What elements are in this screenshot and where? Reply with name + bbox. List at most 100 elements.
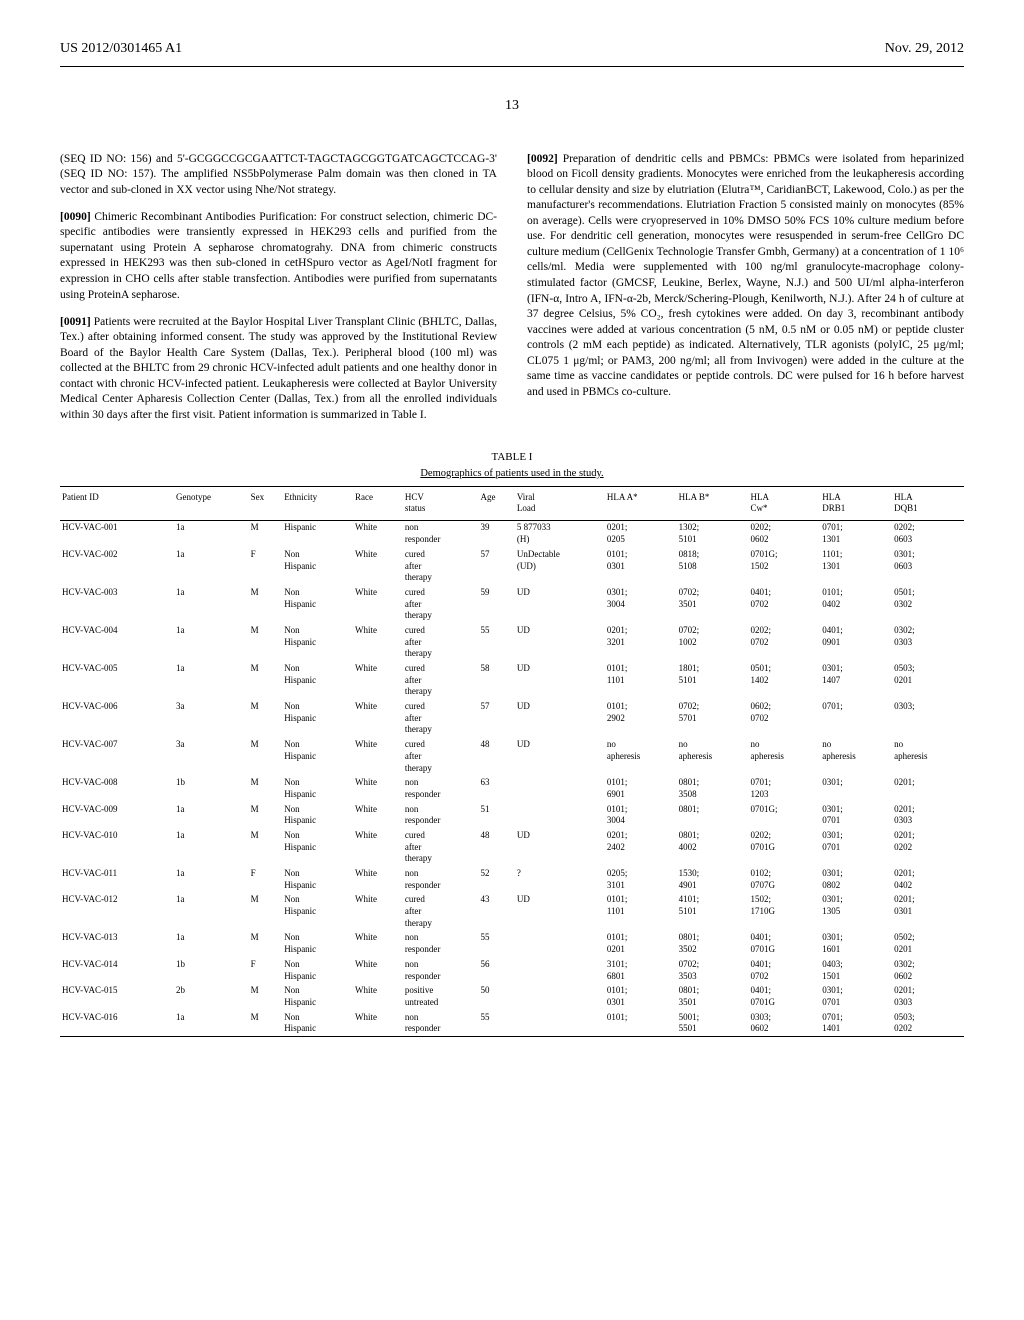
table-cell: 56	[478, 957, 514, 983]
table-cell: 0301;3004	[605, 585, 677, 623]
table-header-cell: Patient ID	[60, 486, 174, 520]
table-row: HCV-VAC-0011aMHispanicWhitenonresponder3…	[60, 520, 964, 547]
table-cell: 0301;0802	[820, 867, 892, 893]
table-cell: 0801;	[677, 802, 749, 828]
table-row: HCV-VAC-0131aMNonHispanicWhitenonrespond…	[60, 931, 964, 957]
table-cell: White	[353, 931, 403, 957]
table-cell: curedaftertherapy	[403, 662, 479, 700]
table-cell: 43	[478, 893, 514, 931]
table-cell: 0201;0303	[892, 984, 964, 1010]
table-cell: HCV-VAC-008	[60, 776, 174, 802]
table-cell: 0501;1402	[748, 662, 820, 700]
table-cell: curedaftertherapy	[403, 585, 479, 623]
table-cell: White	[353, 776, 403, 802]
table-cell: White	[353, 957, 403, 983]
table-cell: 0202;0602	[748, 520, 820, 547]
table-cell: 0701;1301	[820, 520, 892, 547]
table-header-cell: HLADRB1	[820, 486, 892, 520]
table-cell: 4101;5101	[677, 893, 749, 931]
table-cell: nonresponder	[403, 802, 479, 828]
table-cell: 1801;5101	[677, 662, 749, 700]
table-cell: noapheresis	[677, 738, 749, 776]
table-cell: 0301;1305	[820, 893, 892, 931]
table-cell: HCV-VAC-004	[60, 623, 174, 661]
page-number: 13	[60, 97, 964, 115]
table-cell: 1a	[174, 1010, 249, 1037]
para: [0092] Preparation of dendritic cells an…	[527, 152, 964, 400]
table-cell: 0202;0701G	[748, 828, 820, 866]
table-cell: 0301;1601	[820, 931, 892, 957]
table-cell: 0401;0701G	[748, 984, 820, 1010]
table-row: HCV-VAC-0161aMNonHispanicWhitenonrespond…	[60, 1010, 964, 1037]
table-cell: noapheresis	[605, 738, 677, 776]
table-cell: HCV-VAC-015	[60, 984, 174, 1010]
table-cell: M	[249, 893, 283, 931]
table-header-cell: ViralLoad	[515, 486, 605, 520]
table-row: HCV-VAC-0152bMNonHispanicWhitepositiveun…	[60, 984, 964, 1010]
table-cell: 0101;0301	[605, 984, 677, 1010]
table-cell: 1a	[174, 585, 249, 623]
table-cell: HCV-VAC-005	[60, 662, 174, 700]
table-cell: M	[249, 520, 283, 547]
para: [0091] Patients were recruited at the Ba…	[60, 315, 497, 424]
table-cell: 0302;0602	[892, 957, 964, 983]
table-cell: White	[353, 662, 403, 700]
table-cell: 0201;0205	[605, 520, 677, 547]
table-cell: 0101;3004	[605, 802, 677, 828]
table-cell: 0401;0702	[748, 957, 820, 983]
table-cell: 1b	[174, 957, 249, 983]
table-cell: M	[249, 828, 283, 866]
table-cell: 0301;0603	[892, 547, 964, 585]
table-cell: 0301;	[820, 776, 892, 802]
table-cell: White	[353, 1010, 403, 1037]
table-row: HCV-VAC-0063aMNonHispanicWhitecuredafter…	[60, 700, 964, 738]
table-cell: Hispanic	[282, 520, 353, 547]
table-row: HCV-VAC-0111aFNonHispanicWhitenonrespond…	[60, 867, 964, 893]
table-cell: NonHispanic	[282, 802, 353, 828]
table-cell: 0818;5108	[677, 547, 749, 585]
table-cell: 5 877033(H)	[515, 520, 605, 547]
table-cell: NonHispanic	[282, 1010, 353, 1037]
table-cell: UD	[515, 662, 605, 700]
table-cell: 0101;0201	[605, 931, 677, 957]
table-cell: 1a	[174, 802, 249, 828]
table-cell: 55	[478, 1010, 514, 1037]
table-cell: 0101;0402	[820, 585, 892, 623]
table-cell: NonHispanic	[282, 984, 353, 1010]
table-cell: ?	[515, 867, 605, 893]
table-cell: 0101;2902	[605, 700, 677, 738]
table-cell	[515, 776, 605, 802]
table-cell: White	[353, 867, 403, 893]
table-cell: HCV-VAC-016	[60, 1010, 174, 1037]
table-cell: 5001;5501	[677, 1010, 749, 1037]
table-cell: 0201;0301	[892, 893, 964, 931]
table-cell: 3a	[174, 738, 249, 776]
table-header-cell: HLA A*	[605, 486, 677, 520]
table-cell: 1a	[174, 931, 249, 957]
table-cell: 0201;0202	[892, 828, 964, 866]
table-cell: F	[249, 547, 283, 585]
table-cell: 0101;	[605, 1010, 677, 1037]
table-cell: 1a	[174, 662, 249, 700]
table-cell: 0702;5701	[677, 700, 749, 738]
table-cell: NonHispanic	[282, 893, 353, 931]
table-row: HCV-VAC-0081bMNonHispanicWhitenonrespond…	[60, 776, 964, 802]
table-cell	[515, 802, 605, 828]
table-row: HCV-VAC-0051aMNonHispanicWhitecuredafter…	[60, 662, 964, 700]
table-cell: nonresponder	[403, 867, 479, 893]
table-cell: M	[249, 738, 283, 776]
table-cell: 0701G;1502	[748, 547, 820, 585]
table-cell: 0403;1501	[820, 957, 892, 983]
table-cell: 0501;0302	[892, 585, 964, 623]
table-cell: noapheresis	[748, 738, 820, 776]
table-cell: 0303;0602	[748, 1010, 820, 1037]
table-cell: 0301;1407	[820, 662, 892, 700]
table-row: HCV-VAC-0141bFNonHispanicWhitenonrespond…	[60, 957, 964, 983]
para: [0090] Chimeric Recombinant Antibodies P…	[60, 210, 497, 303]
table-cell: HCV-VAC-010	[60, 828, 174, 866]
table-cell: 57	[478, 700, 514, 738]
table-cell: 48	[478, 828, 514, 866]
table-cell: 0101;6901	[605, 776, 677, 802]
table-cell: White	[353, 547, 403, 585]
table-cell: nonresponder	[403, 931, 479, 957]
